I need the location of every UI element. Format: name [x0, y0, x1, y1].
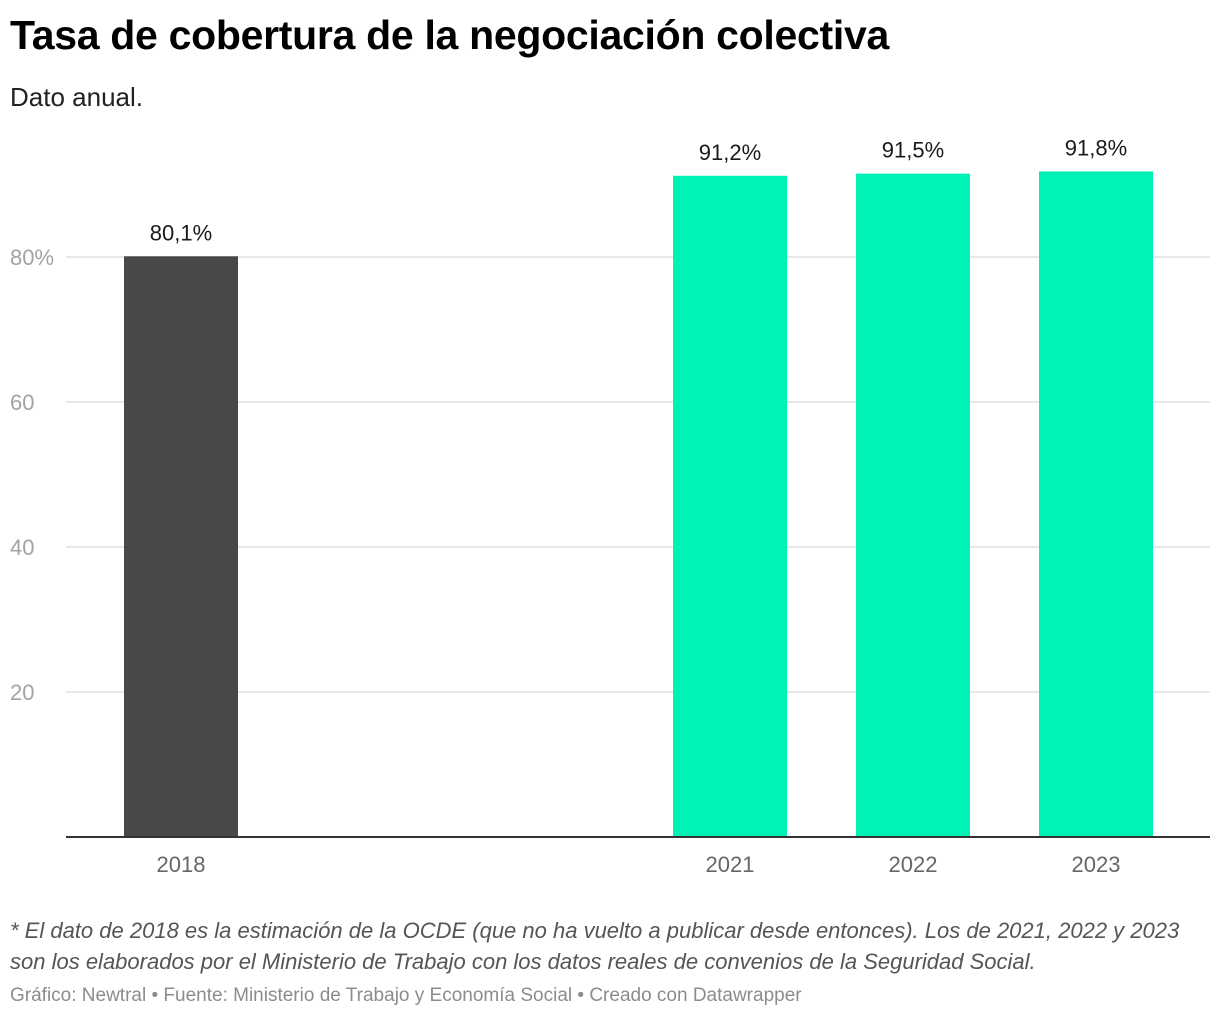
chart-title: Tasa de cobertura de la negociación cole…: [10, 12, 889, 58]
data-label-2018: 80,1%: [150, 220, 212, 245]
data-label-2022: 91,5%: [882, 138, 944, 163]
bar-2021: [673, 175, 787, 838]
gridlines: [66, 256, 1210, 693]
y-tick-label: 20: [10, 680, 34, 705]
chart-footer: Gráfico: Newtral • Fuente: Ministerio de…: [10, 985, 802, 1006]
bar-2022: [856, 173, 970, 837]
bars: [124, 171, 1153, 838]
x-axis-labels: 2018 2021 2022 2023: [157, 852, 1121, 877]
bar-2018: [124, 256, 238, 837]
bar-2023: [1039, 171, 1153, 837]
chart-notes: * El dato de 2018 es la estimación de la…: [10, 918, 1180, 974]
y-tick-label: 60: [10, 390, 34, 415]
x-tick-label-2022: 2022: [889, 852, 938, 877]
x-tick-label-2018: 2018: [157, 852, 206, 877]
y-tick-label: 40: [10, 535, 34, 560]
data-labels: 80,1% 91,2% 91,5% 91,8%: [150, 135, 1127, 245]
chart-subtitle: Dato anual.: [10, 82, 143, 112]
data-label-2023: 91,8%: [1065, 135, 1127, 160]
y-axis-ticks: 20 40 60 80%: [10, 245, 54, 705]
data-label-2021: 91,2%: [699, 140, 761, 165]
x-tick-label-2023: 2023: [1072, 852, 1121, 877]
x-tick-label-2021: 2021: [706, 852, 755, 877]
y-tick-label: 80%: [10, 245, 54, 270]
